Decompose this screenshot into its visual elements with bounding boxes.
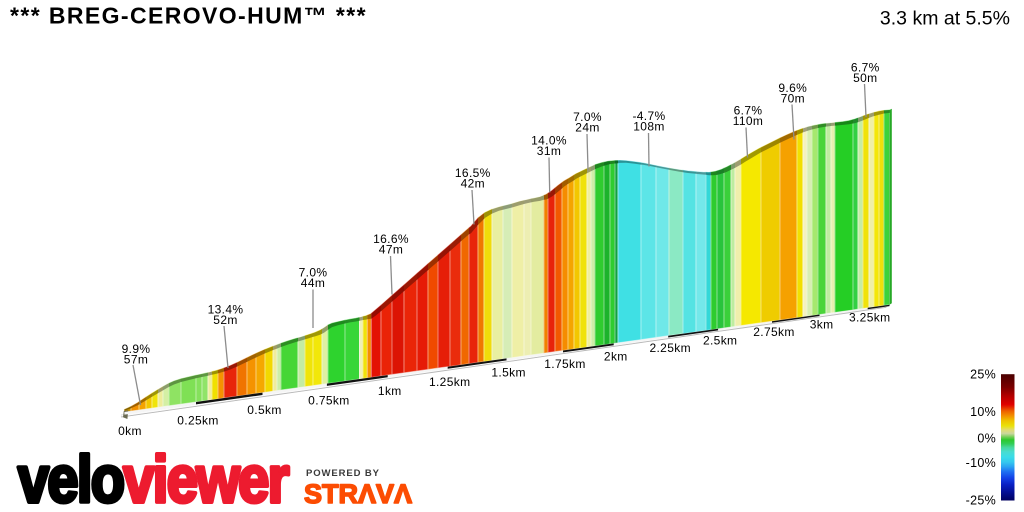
svg-text:50m: 50m — [853, 71, 877, 85]
svg-text:10%: 10% — [970, 405, 996, 419]
svg-text:-25%: -25% — [966, 494, 996, 508]
svg-text:6.7%: 6.7% — [851, 60, 880, 74]
svg-text:STRΛVΛ: STRΛVΛ — [304, 479, 412, 509]
svg-text:0.5km: 0.5km — [247, 403, 281, 417]
svg-text:25%: 25% — [970, 368, 996, 382]
svg-text:7.0%: 7.0% — [573, 110, 602, 124]
svg-text:3.25km: 3.25km — [849, 310, 890, 324]
svg-text:0.25km: 0.25km — [177, 413, 218, 427]
svg-text:1.5km: 1.5km — [491, 366, 525, 380]
svg-text:52m: 52m — [213, 313, 237, 327]
svg-text:1.25km: 1.25km — [429, 375, 470, 389]
svg-text:2.5km: 2.5km — [703, 333, 737, 347]
svg-text:-4.7%: -4.7% — [632, 109, 665, 123]
svg-text:1km: 1km — [378, 384, 402, 398]
svg-text:*** BREG-CEROVO-HUM™ ***: *** BREG-CEROVO-HUM™ *** — [10, 3, 367, 29]
svg-text:POWERED BY: POWERED BY — [306, 468, 380, 479]
svg-text:16.6%: 16.6% — [373, 232, 409, 246]
svg-text:2.75km: 2.75km — [753, 325, 794, 339]
svg-text:-10%: -10% — [966, 456, 996, 470]
svg-text:16.5%: 16.5% — [455, 166, 491, 180]
svg-text:2.25km: 2.25km — [649, 341, 690, 355]
svg-text:3km: 3km — [810, 318, 834, 332]
svg-text:14.0%: 14.0% — [531, 133, 567, 147]
svg-text:44m: 44m — [301, 276, 325, 290]
svg-text:13.4%: 13.4% — [208, 302, 244, 316]
svg-text:0.75km: 0.75km — [308, 393, 349, 407]
svg-text:veloviewer: veloviewer — [18, 443, 289, 512]
svg-text:108m: 108m — [633, 119, 664, 133]
svg-text:1.75km: 1.75km — [544, 357, 585, 371]
svg-text:70m: 70m — [781, 91, 805, 105]
svg-text:9.9%: 9.9% — [122, 342, 151, 356]
svg-text:57m: 57m — [124, 352, 148, 366]
svg-text:6.7%: 6.7% — [734, 103, 763, 117]
svg-text:0%: 0% — [977, 432, 996, 446]
svg-text:42m: 42m — [461, 176, 485, 190]
svg-text:0km: 0km — [118, 424, 142, 438]
svg-text:2km: 2km — [604, 349, 628, 363]
svg-text:31m: 31m — [537, 144, 561, 158]
svg-text:3.3 km at 5.5%: 3.3 km at 5.5% — [880, 8, 1010, 30]
svg-text:110m: 110m — [733, 114, 764, 128]
svg-text:9.6%: 9.6% — [778, 81, 807, 95]
svg-text:47m: 47m — [379, 242, 403, 256]
svg-text:7.0%: 7.0% — [299, 265, 328, 279]
svg-text:24m: 24m — [575, 120, 599, 134]
